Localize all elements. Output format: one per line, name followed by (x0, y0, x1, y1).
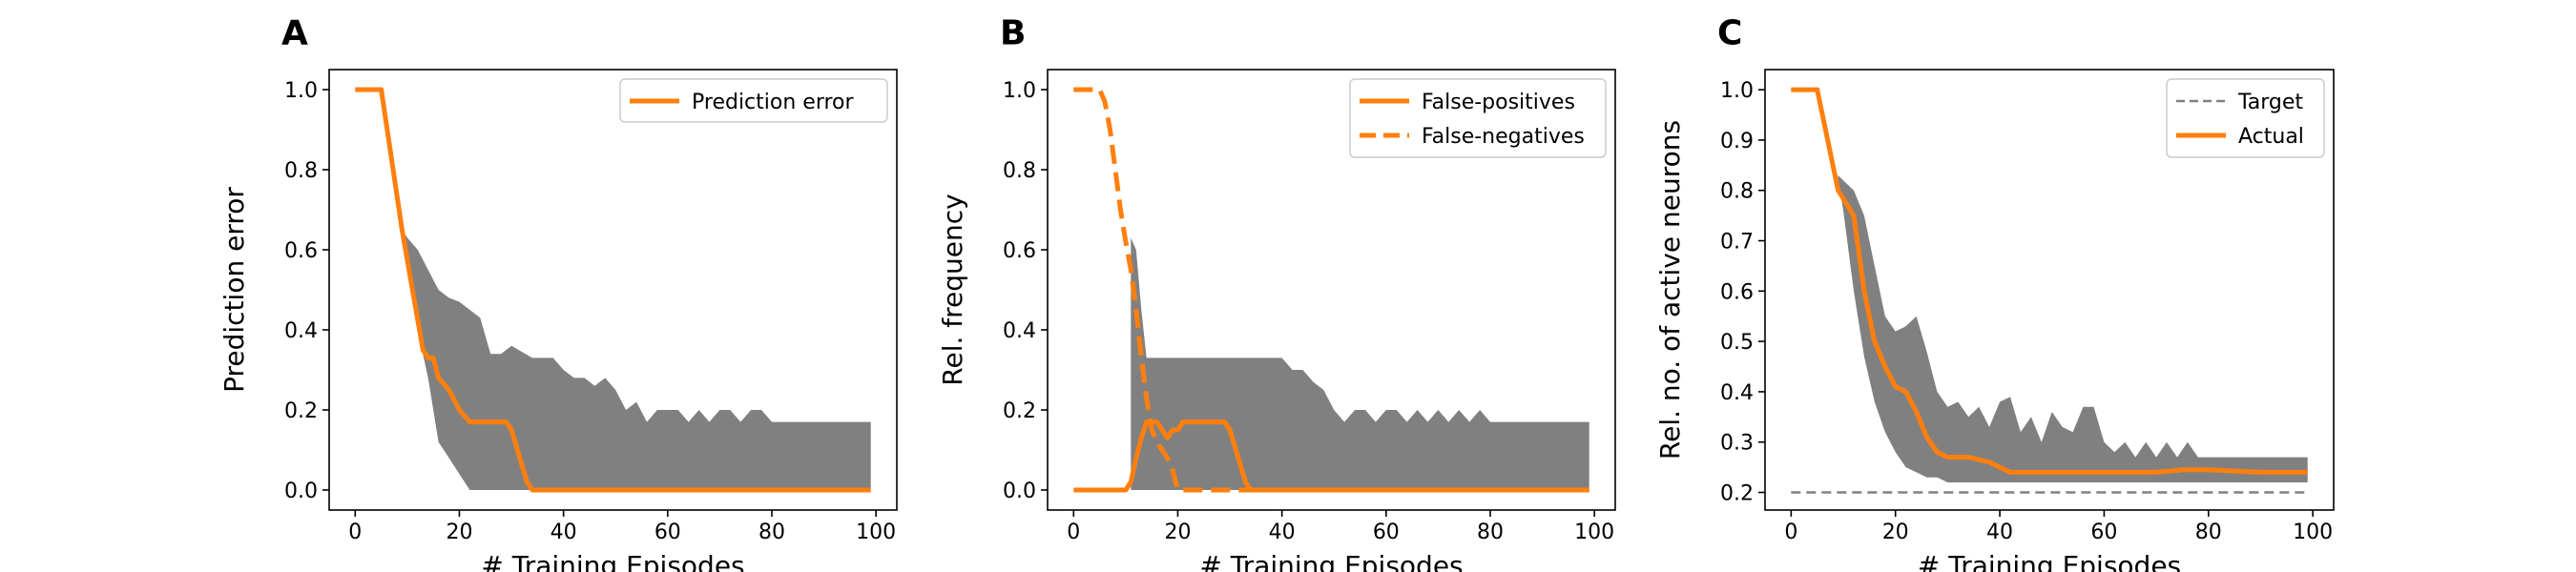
legend-box (619, 78, 888, 123)
confidence-band (1838, 174, 2308, 482)
y-tick-label: 0.0 (284, 480, 318, 503)
y-tick-label: 0.8 (284, 159, 318, 183)
y-tick-label: 0.4 (284, 319, 318, 343)
x-tick-label: 0 (348, 521, 362, 544)
axes-frame (328, 69, 898, 511)
y-tick-label: 0.2 (1003, 399, 1036, 423)
series-line-prediction-error (355, 87, 871, 493)
axes-frame (1047, 69, 1616, 511)
x-tick-label: 80 (2195, 521, 2222, 544)
x-tick-label: 60 (1373, 521, 1400, 544)
panel-b: B 0 20 40 60 80 100 0.0 0.2 0.4 0.6 0.8 1.0 # Trainin… (937, 14, 1616, 572)
x-tick-label: 40 (551, 521, 577, 544)
panel-a: A 0 20 40 60 80 100 0.0 0.2 0.4 0.6 0.8 1.0 # Trainin… (218, 14, 898, 572)
panel-label: C (1717, 14, 1742, 53)
legend-box (1349, 78, 1607, 158)
y-axis-label: Prediction error (218, 187, 250, 393)
x-tick-label: 100 (2293, 521, 2333, 544)
y-tick-label: 0.7 (1720, 231, 1754, 255)
x-tick-label: 100 (1574, 521, 1614, 544)
y-tick-label: 0.6 (1720, 280, 1754, 304)
x-tick-label: 20 (1164, 521, 1191, 544)
series-line-false-positives (1073, 419, 1589, 493)
y-tick-label: 0.2 (284, 399, 318, 423)
x-tick-label: 80 (1477, 521, 1504, 544)
x-tick-label: 60 (2090, 521, 2117, 544)
x-tick-label: 60 (654, 521, 681, 544)
y-tick-label: 0.6 (1003, 239, 1036, 263)
panel-c: C 0 20 40 60 80 100 0.2 0.3 0.4 0.5 0.6 0.7 0.8 0.9 1.0… (1654, 14, 2335, 572)
y-tick-label: 1.0 (284, 79, 318, 103)
y-tick-label: 1.0 (1003, 79, 1036, 103)
x-axis-label: # Training Episodes (1918, 550, 2181, 572)
x-tick-label: 0 (1067, 521, 1080, 544)
y-tick-label: 0.3 (1720, 432, 1754, 456)
legend: Prediction error (619, 78, 888, 123)
x-tick-label: 40 (1986, 521, 2013, 544)
x-tick-label: 20 (1882, 521, 1909, 544)
legend-label: False-positives (1422, 91, 1575, 114)
legend-label: False-negatives (1422, 125, 1585, 149)
x-tick-label: 40 (1269, 521, 1296, 544)
panel-label: A (281, 14, 308, 53)
y-tick-label: 0.8 (1720, 180, 1754, 204)
panel-label: B (1000, 14, 1026, 53)
x-tick-label: 100 (856, 521, 896, 544)
series-line-actual (1791, 87, 2308, 475)
axes-frame (1764, 69, 2335, 511)
legend-label: Target (2237, 91, 2303, 114)
x-tick-label: 20 (446, 521, 472, 544)
confidence-band (1131, 237, 1589, 490)
legend-label: Prediction error (692, 91, 854, 114)
legend-label: Actual (2238, 125, 2304, 149)
x-tick-label: 80 (758, 521, 785, 544)
y-tick-label: 0.6 (284, 239, 318, 263)
x-tick-label: 0 (1784, 521, 1797, 544)
y-tick-label: 0.2 (1720, 482, 1754, 506)
x-axis-label: # Training Episodes (1199, 550, 1463, 572)
legend: Target Actual (2166, 78, 2325, 158)
y-tick-label: 0.0 (1003, 480, 1036, 503)
confidence-band (402, 230, 871, 490)
y-tick-label: 0.5 (1720, 331, 1754, 355)
y-tick-label: 0.4 (1003, 319, 1036, 343)
y-axis-label: Rel. frequency (937, 194, 968, 385)
y-tick-label: 0.4 (1720, 381, 1754, 405)
x-axis-label: # Training Episodes (481, 550, 744, 572)
y-tick-label: 1.0 (1720, 79, 1754, 103)
legend: False-positives False-negatives (1349, 78, 1607, 158)
y-tick-label: 0.9 (1720, 130, 1754, 153)
y-axis-label: Rel. no. of active neurons (1654, 120, 1686, 460)
y-tick-label: 0.8 (1003, 159, 1036, 183)
series-line-false-negatives (1073, 87, 1589, 493)
